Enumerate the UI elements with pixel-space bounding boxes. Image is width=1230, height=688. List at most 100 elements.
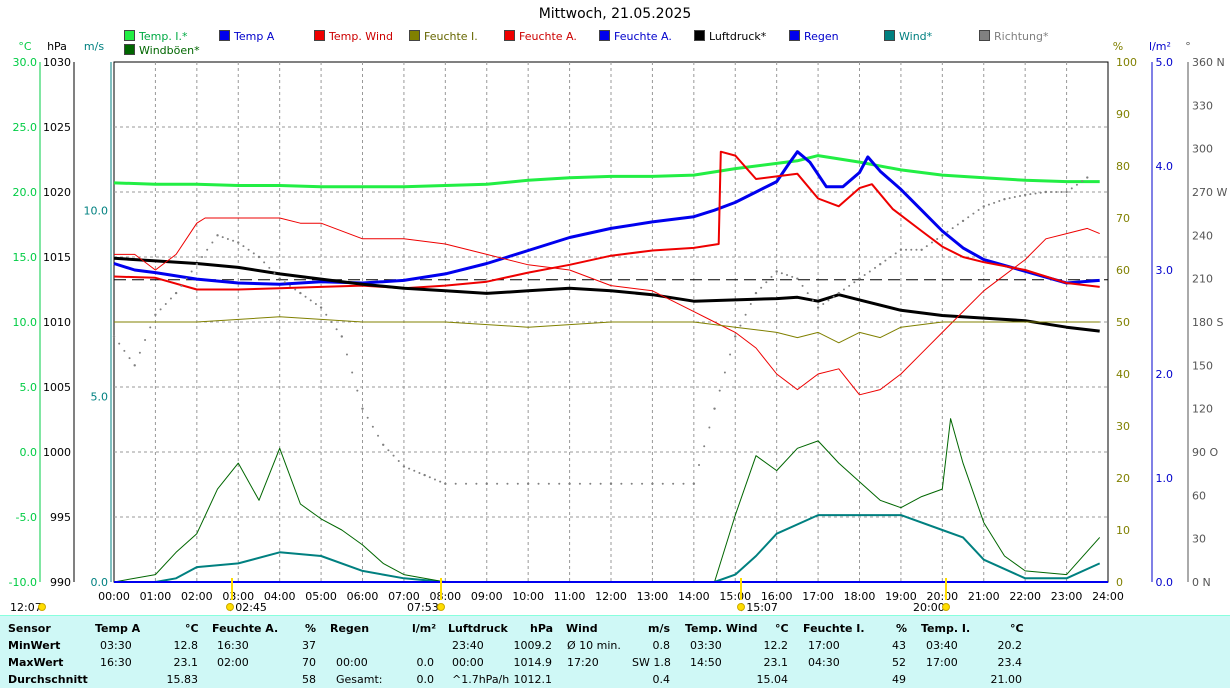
legend-item: Temp A: [219, 30, 274, 43]
stats-cell-label: Durchschnitt: [8, 673, 88, 686]
legend-label: Wind*: [899, 30, 933, 43]
x-tick-label: 13:00: [637, 590, 669, 603]
series-point-richtung: [1060, 191, 1063, 193]
direction-axis-tick: 300: [1192, 143, 1213, 156]
series-point-richtung: [832, 295, 835, 298]
sun-marker-noon_arrow: ↕15:07: [737, 601, 778, 614]
stats-header-hum-i-unit: %: [896, 622, 908, 635]
sun-icon: [38, 603, 46, 611]
series-point-richtung: [159, 308, 162, 311]
series-point-richtung-: [257, 255, 261, 259]
sun-icon: [437, 603, 445, 611]
direction-axis-tick: 270 W: [1192, 186, 1227, 199]
series-point-richtung-: [837, 291, 840, 295]
series-point-richtung: [703, 445, 706, 448]
x-tick-label: 19:00: [885, 590, 917, 603]
series-point-richtung: [428, 476, 431, 479]
series-point-richtung: [977, 209, 980, 212]
series-point-richtung: [842, 288, 845, 291]
series-point-richtung-: [1044, 190, 1048, 194]
series-point-richtung-: [423, 473, 426, 477]
series-point-richtung: [905, 248, 908, 251]
series-point-richtung: [418, 471, 421, 474]
stats-cell-temp-a-val: 23.1: [173, 656, 199, 669]
x-tick-label: 01:00: [140, 590, 172, 603]
series-point-richtung: [729, 353, 732, 356]
stats-cell-hum-a-val: 37: [302, 639, 316, 652]
series-point-richtung-: [278, 277, 281, 280]
series-point-richtung: [268, 266, 271, 269]
series-point-richtung: [786, 274, 789, 277]
series-point-richtung: [496, 482, 499, 485]
series-point-richtung-: [319, 306, 323, 309]
series-point-richtung: [242, 245, 245, 248]
x-tick-label: 12:00: [595, 590, 627, 603]
humidity-axis-tick: 60: [1116, 264, 1130, 277]
pressure-axis-tick: 1025: [43, 121, 71, 134]
series-point-richtung-: [133, 364, 136, 367]
series-point-richtung-: [382, 443, 385, 446]
wind-axis-tick: 5.0: [91, 390, 109, 403]
series-point-richtung-: [299, 291, 302, 295]
series-point-richtung-: [609, 482, 613, 485]
series-point-richtung: [387, 449, 390, 452]
sun-marker-sunrise_arrow: ↕02:45: [226, 601, 267, 614]
stats-cell-temp-a-val: 15.83: [166, 673, 199, 686]
legend-swatch: [884, 30, 895, 41]
series-point-richtung: [454, 482, 457, 485]
series-point-richtung-: [858, 277, 861, 280]
stats-cell-press-time: ^1.7hPa/h: [452, 673, 510, 686]
series-point-richtung: [1039, 191, 1042, 194]
series-point-richtung-: [1003, 198, 1006, 201]
sun-icon: [942, 603, 950, 611]
temp-axis-tick: 10.0: [13, 316, 38, 329]
stats-cell-temp-i-val: 21.00: [990, 673, 1023, 686]
series-point-richtung: [791, 275, 794, 278]
humidity-axis-tick: 0: [1116, 576, 1123, 589]
legend-label: Richtung*: [994, 30, 1049, 43]
stats-header-temp-i-unit: °C: [1010, 622, 1024, 635]
series-point-richtung: [252, 252, 255, 255]
stats-cell-hum-i-time: 17:00: [808, 639, 840, 652]
series-point-richtung: [325, 313, 328, 316]
stats-cell-wind-time: 17:20: [567, 656, 599, 669]
stats-cell-temp-wind-time: 03:30: [690, 639, 722, 652]
humidity-axis-tick: 70: [1116, 212, 1130, 225]
stats-header-temp-i: Temp. I.: [921, 622, 971, 635]
series-point-richtung: [723, 371, 726, 374]
direction-axis-tick: 30: [1192, 533, 1206, 546]
stats-header-press: Luftdruck: [448, 622, 508, 635]
series-point-richtung: [211, 241, 214, 244]
series-point-richtung: [201, 256, 204, 258]
series-point-richtung: [853, 281, 856, 284]
series-point-richtung-: [340, 335, 343, 338]
series-point-richtung-: [195, 263, 199, 266]
sun-icon: [226, 603, 234, 611]
stats-header-row: Sensor Temp A °C Feuchte A. % Regen l/m²…: [0, 620, 1230, 636]
pressure-axis-tick: 1020: [43, 186, 71, 199]
series-point-richtung: [1018, 194, 1021, 197]
legend-item: Regen: [789, 30, 839, 43]
direction-axis-tick: 120: [1192, 403, 1213, 416]
series-line-temp-wind: [113, 150, 1100, 291]
series-point-richtung: [848, 284, 851, 287]
stats-cell-temp-wind-val: 23.1: [763, 656, 789, 669]
temp-axis-tick: 5.0: [20, 381, 38, 394]
series-point-richtung: [392, 454, 395, 457]
series-point-richtung: [335, 328, 338, 331]
direction-axis-tick: 60: [1192, 489, 1206, 502]
x-tick-label: 06:00: [347, 590, 379, 603]
legend-label: Feuchte A.: [614, 30, 672, 43]
x-tick-label: 21:00: [968, 590, 1000, 603]
chart-markers: 12:07 ↕02:45 07:53 ↕15:07 20:00: [10, 578, 950, 614]
legend-swatch: [219, 30, 230, 41]
pressure-axis-tick: 995: [50, 511, 71, 524]
pressure-axis-tick: 1015: [43, 251, 71, 264]
series-point-richtung: [951, 227, 954, 230]
stats-cell-temp-a-time: 03:30: [100, 639, 132, 652]
series-point-richtung: [1034, 192, 1037, 195]
series-point-richtung: [806, 292, 809, 295]
series-point-richtung-: [879, 263, 882, 266]
legend-label: Feuchte A.: [519, 30, 577, 43]
temp-axis-tick: 15.0: [13, 251, 38, 264]
